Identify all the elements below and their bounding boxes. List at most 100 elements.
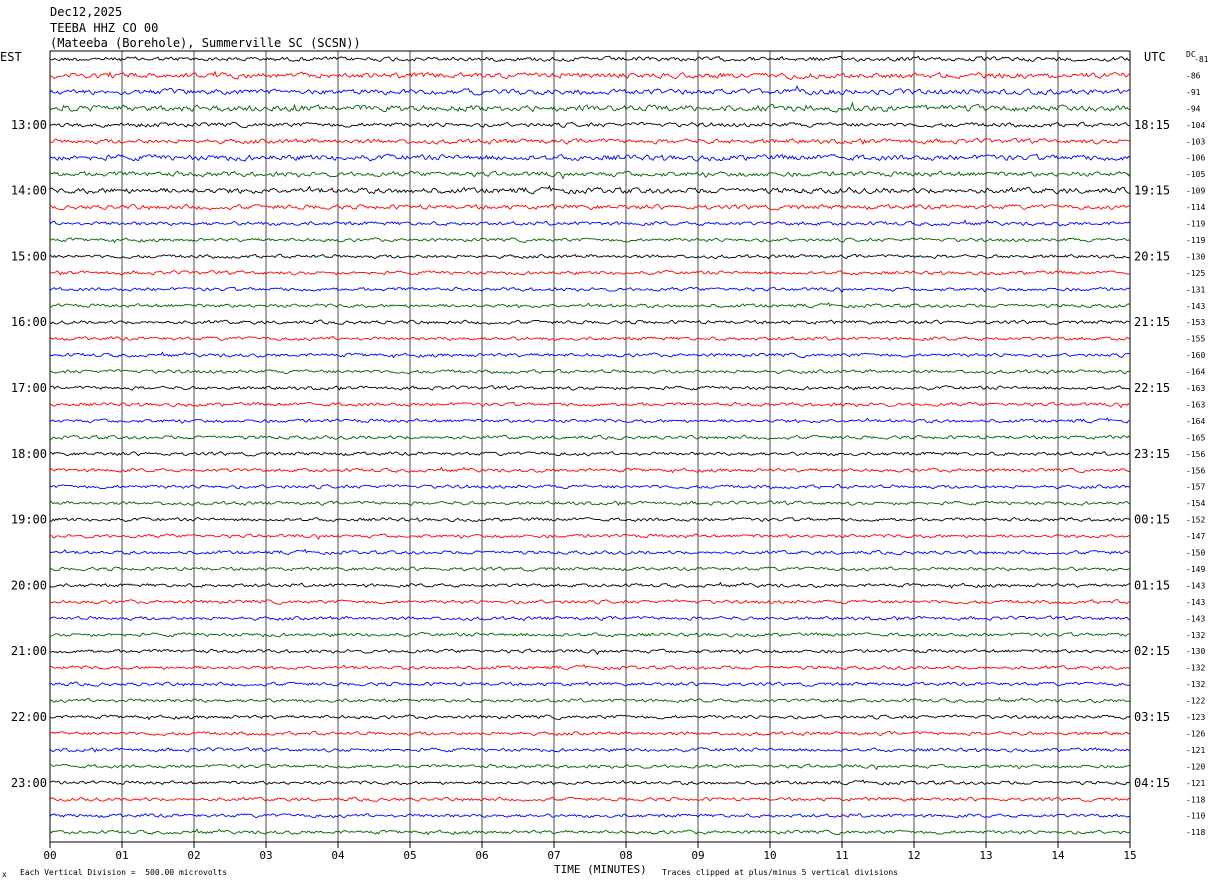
right-hour-label: 01:15 bbox=[1134, 578, 1170, 592]
x-tick-label: 07 bbox=[547, 849, 560, 862]
seismic-trace bbox=[49, 813, 1131, 819]
station-label: (Mateeba (Borehole), Summerville SC (SCS… bbox=[50, 36, 361, 50]
seismic-trace bbox=[49, 185, 1131, 195]
channel-label: TEEBA HHZ CO 00 bbox=[50, 21, 159, 35]
dc-offset-label: -150 bbox=[1186, 549, 1205, 558]
dc-offset-label: -154 bbox=[1186, 499, 1205, 508]
dc-offset-label: -91 bbox=[1186, 88, 1201, 97]
dc-offset-label: -120 bbox=[1186, 762, 1205, 771]
right-hour-label: 00:15 bbox=[1134, 513, 1170, 527]
left-timezone-label: EST bbox=[0, 50, 22, 64]
dc-header: DC bbox=[1186, 50, 1196, 59]
left-hour-label: 23:00 bbox=[11, 776, 47, 790]
seismic-trace bbox=[49, 351, 1131, 359]
seismic-trace bbox=[49, 101, 1131, 113]
seismic-trace bbox=[49, 466, 1131, 474]
date-label: Dec12,2025 bbox=[50, 5, 123, 19]
seismic-trace bbox=[49, 484, 1131, 490]
dc-offset-label: -143 bbox=[1186, 614, 1205, 623]
dc-offset-label: -131 bbox=[1186, 285, 1205, 294]
seismic-trace bbox=[49, 451, 1131, 457]
right-timezone-label: UTC bbox=[1144, 50, 1166, 64]
seismic-trace bbox=[49, 615, 1131, 622]
left-hour-label: 18:00 bbox=[11, 447, 47, 461]
seismic-trace bbox=[49, 664, 1131, 671]
left-hour-label: 13:00 bbox=[11, 118, 47, 132]
dc-offset-label: -86 bbox=[1186, 71, 1201, 80]
dc-offset-label: -153 bbox=[1186, 318, 1205, 327]
dc-offset-label: -149 bbox=[1186, 565, 1205, 574]
x-tick-label: 12 bbox=[907, 849, 920, 862]
dc-offset-label: -121 bbox=[1186, 779, 1205, 788]
dc-offset-label: -132 bbox=[1186, 664, 1205, 673]
dc-offset-label: -105 bbox=[1186, 170, 1205, 179]
dc-offset-label: -110 bbox=[1186, 812, 1205, 821]
seismic-trace bbox=[49, 599, 1130, 605]
dc-offset-label: -103 bbox=[1186, 137, 1205, 146]
seismic-trace bbox=[49, 581, 1131, 589]
dc-offset-label: -164 bbox=[1186, 368, 1205, 377]
dc-offset-label: -118 bbox=[1186, 795, 1205, 804]
seismic-trace bbox=[49, 253, 1131, 260]
dc-offset-label: -119 bbox=[1186, 220, 1205, 229]
seismic-trace bbox=[49, 153, 1131, 162]
x-tick-label: 09 bbox=[691, 849, 704, 862]
dc-offset-label: -165 bbox=[1186, 433, 1205, 442]
x-tick-label: 15 bbox=[1123, 849, 1136, 862]
x-tick-label: 01 bbox=[115, 849, 128, 862]
x-tick-label: 05 bbox=[403, 849, 416, 862]
dc-offset-label: -132 bbox=[1186, 680, 1205, 689]
left-hour-label: 19:00 bbox=[11, 513, 47, 527]
seismic-trace bbox=[49, 747, 1131, 753]
seismic-trace bbox=[49, 85, 1131, 96]
left-hour-label: 20:00 bbox=[11, 578, 47, 592]
seismic-trace bbox=[49, 696, 1131, 704]
x-tick-label: 11 bbox=[835, 849, 848, 862]
corner-mark: x bbox=[2, 870, 7, 879]
seismic-trace bbox=[49, 270, 1131, 276]
dc-offset-label: -147 bbox=[1186, 532, 1205, 541]
dc-offset-label: -156 bbox=[1186, 466, 1205, 475]
dc-offset-label: -109 bbox=[1186, 187, 1205, 196]
dc-offset-label: -156 bbox=[1186, 450, 1205, 459]
seismic-trace bbox=[49, 828, 1131, 836]
seismic-trace bbox=[49, 335, 1131, 342]
seismic-trace bbox=[49, 648, 1131, 656]
right-hour-label: 18:15 bbox=[1134, 118, 1170, 132]
clipping-note: Traces clipped at plus/minus 5 vertical … bbox=[662, 868, 899, 877]
seismic-trace bbox=[49, 779, 1131, 786]
dc-offset-label: -163 bbox=[1186, 400, 1205, 409]
seismic-trace bbox=[50, 763, 1131, 771]
dc-offset-label: -81 bbox=[1194, 55, 1209, 64]
dc-offset-label: -118 bbox=[1186, 828, 1205, 837]
left-hour-label: 21:00 bbox=[11, 644, 47, 658]
seismic-trace bbox=[49, 730, 1131, 737]
seismic-trace bbox=[50, 70, 1131, 81]
seismic-trace bbox=[49, 237, 1131, 244]
dc-offset-label: -143 bbox=[1186, 302, 1205, 311]
seismic-trace bbox=[49, 121, 1131, 129]
seismic-trace bbox=[49, 385, 1131, 391]
x-tick-label: 13 bbox=[979, 849, 992, 862]
seismic-trace bbox=[49, 203, 1131, 211]
seismic-trace bbox=[49, 500, 1131, 507]
right-hour-label: 22:15 bbox=[1134, 381, 1170, 395]
dc-offset-label: -106 bbox=[1186, 154, 1205, 163]
x-tick-label: 06 bbox=[475, 849, 488, 862]
right-hour-label: 20:15 bbox=[1134, 249, 1170, 263]
seismic-trace bbox=[49, 434, 1131, 440]
left-hour-label: 16:00 bbox=[11, 315, 47, 329]
x-tick-label: 08 bbox=[619, 849, 632, 862]
left-hour-label: 14:00 bbox=[11, 184, 47, 198]
seismic-trace bbox=[49, 55, 1131, 63]
seismic-trace bbox=[49, 286, 1131, 294]
x-tick-label: 10 bbox=[763, 849, 776, 862]
dc-offset-label: -125 bbox=[1186, 269, 1205, 278]
left-hour-label: 17:00 bbox=[11, 381, 47, 395]
right-hour-label: 03:15 bbox=[1134, 710, 1170, 724]
seismic-trace bbox=[49, 401, 1131, 409]
x-axis-title: TIME (MINUTES) bbox=[554, 863, 647, 876]
x-tick-label: 03 bbox=[259, 849, 272, 862]
dc-offset-label: -119 bbox=[1186, 236, 1205, 245]
